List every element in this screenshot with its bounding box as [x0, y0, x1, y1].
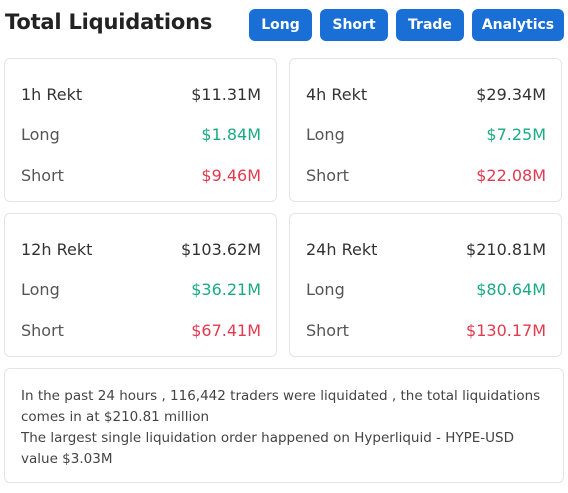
period-label: 12h Rekt	[21, 239, 93, 259]
total-value: $210.81M	[466, 239, 546, 259]
header: Total Liquidations Long Short Trade Anal…	[0, 0, 568, 50]
card-total-row: 1h Rekt $11.31M	[21, 83, 261, 105]
total-value: $103.62M	[181, 239, 261, 259]
card-short-row: Short $130.17M	[306, 319, 546, 341]
short-value: $9.46M	[201, 165, 261, 185]
card-long-row: Long $80.64M	[306, 278, 546, 300]
liquidation-summary: In the past 24 hours , 116,442 traders w…	[4, 368, 564, 483]
long-button[interactable]: Long	[249, 9, 312, 41]
card-total-row: 4h Rekt $29.34M	[306, 83, 546, 105]
card-24h: 24h Rekt $210.81M Long $80.64M Short $13…	[289, 213, 562, 357]
card-12h: 12h Rekt $103.62M Long $36.21M Short $67…	[4, 213, 277, 357]
long-value: $1.84M	[201, 124, 261, 144]
long-label: Long	[306, 279, 345, 299]
card-long-row: Long $7.25M	[306, 123, 546, 145]
short-button[interactable]: Short	[320, 9, 388, 41]
long-value: $36.21M	[191, 279, 261, 299]
period-label: 1h Rekt	[21, 84, 83, 104]
long-value: $80.64M	[476, 279, 546, 299]
period-label: 4h Rekt	[306, 84, 368, 104]
short-label: Short	[306, 165, 349, 185]
short-value: $67.41M	[191, 320, 261, 340]
period-label: 24h Rekt	[306, 239, 378, 259]
card-short-row: Short $67.41M	[21, 319, 261, 341]
card-short-row: Short $9.46M	[21, 164, 261, 186]
card-total-row: 12h Rekt $103.62M	[21, 238, 261, 260]
card-long-row: Long $1.84M	[21, 123, 261, 145]
short-value: $130.17M	[466, 320, 546, 340]
card-1h: 1h Rekt $11.31M Long $1.84M Short $9.46M	[4, 58, 277, 202]
long-label: Long	[21, 279, 60, 299]
page-title: Total Liquidations	[5, 10, 213, 34]
long-label: Long	[21, 124, 60, 144]
short-label: Short	[306, 320, 349, 340]
card-long-row: Long $36.21M	[21, 278, 261, 300]
analytics-button[interactable]: Analytics	[472, 9, 564, 41]
total-value: $29.34M	[476, 84, 546, 104]
short-value: $22.08M	[476, 165, 546, 185]
summary-largest-order-text: The largest single liquidation order hap…	[21, 430, 515, 467]
card-total-row: 24h Rekt $210.81M	[306, 238, 546, 260]
total-value: $11.31M	[191, 84, 261, 104]
short-label: Short	[21, 320, 64, 340]
long-value: $7.25M	[486, 124, 546, 144]
long-label: Long	[306, 124, 345, 144]
card-short-row: Short $22.08M	[306, 164, 546, 186]
short-label: Short	[21, 165, 64, 185]
trade-button[interactable]: Trade	[396, 9, 464, 41]
card-4h: 4h Rekt $29.34M Long $7.25M Short $22.08…	[289, 58, 562, 202]
summary-total-text: In the past 24 hours , 116,442 traders w…	[21, 388, 541, 425]
